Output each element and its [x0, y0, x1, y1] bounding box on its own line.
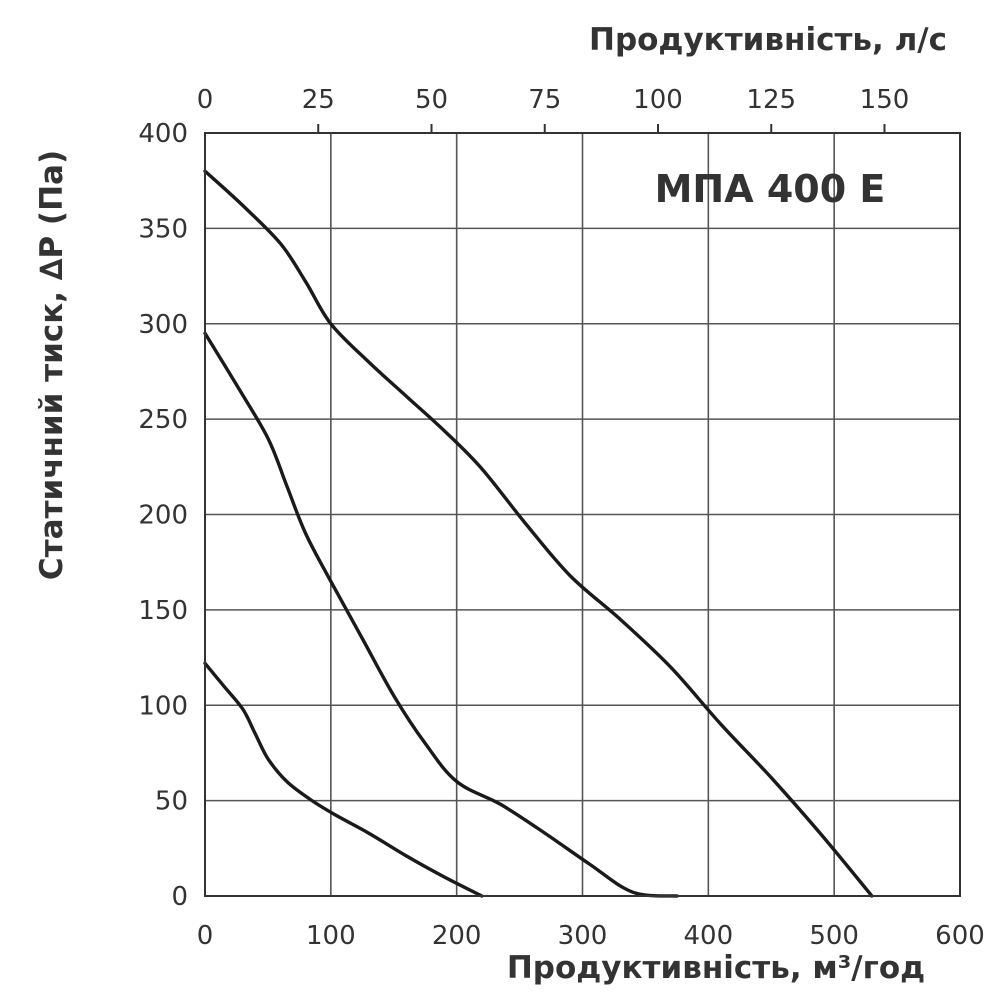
top-axis-tick-label: 50 — [415, 85, 448, 115]
series-line-3 — [203, 169, 874, 898]
x-tick-label: 300 — [558, 921, 608, 951]
y-tick-label: 400 — [138, 119, 188, 149]
top-axis-tick-label: 100 — [633, 85, 683, 115]
x-tick-label: 400 — [684, 921, 734, 951]
y-tick-label: 350 — [138, 214, 188, 244]
x-tick-label: 100 — [306, 921, 356, 951]
top-axis-tick-label: 125 — [746, 85, 796, 115]
x-tick-label: 0 — [197, 921, 214, 951]
y-tick-label: 0 — [171, 882, 188, 912]
top-axis-tick-label: 150 — [860, 85, 910, 115]
top-axis-tick-label: 25 — [302, 85, 335, 115]
grid — [205, 133, 960, 896]
y-tick-label: 200 — [138, 501, 188, 531]
top-axis-tick-label: 0 — [197, 85, 214, 115]
tick-labels: 0 100 200 300 400 500 600050100150200250300350… — [138, 85, 984, 951]
x-tick-label: 600 — [935, 921, 985, 951]
bottom-axis-title: Продуктивність, м³/год — [507, 950, 925, 986]
x-tick-label: 500 — [809, 921, 859, 951]
y-tick-label: 300 — [138, 310, 188, 340]
curves — [203, 169, 874, 898]
series-line-1 — [203, 661, 484, 898]
y-tick-label: 250 — [138, 405, 188, 435]
series-line-2 — [203, 331, 679, 898]
y-tick-label: 100 — [138, 691, 188, 721]
left-axis-title: Статичний тиск, ∆P (Па) — [34, 150, 70, 580]
top-axis-tick-label: 75 — [528, 85, 561, 115]
y-tick-label: 50 — [155, 787, 188, 817]
plot-frame — [204, 132, 961, 897]
chart-title: МПА 400 E — [655, 167, 886, 211]
top-axis-title: Продуктивність, л/с — [589, 22, 947, 58]
x-tick-label: 200 — [432, 921, 482, 951]
y-tick-label: 150 — [138, 596, 188, 626]
